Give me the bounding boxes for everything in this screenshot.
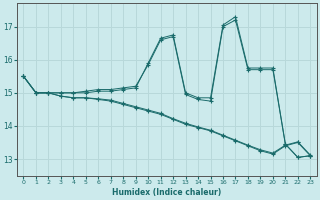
X-axis label: Humidex (Indice chaleur): Humidex (Indice chaleur) — [112, 188, 221, 197]
